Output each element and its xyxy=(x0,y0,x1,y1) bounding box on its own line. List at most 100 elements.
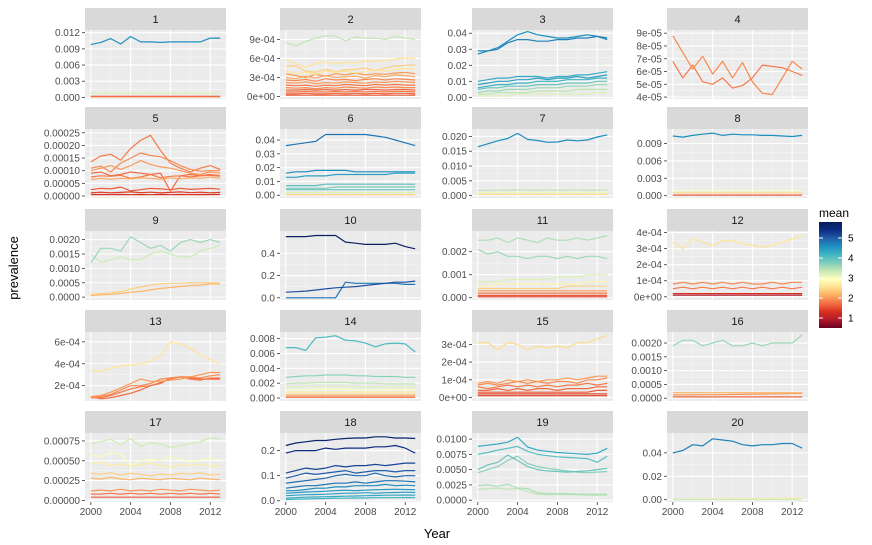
series-line xyxy=(672,392,803,396)
facet-strip-label: 17 xyxy=(149,417,161,429)
series-line xyxy=(285,133,416,147)
series-group xyxy=(285,335,416,398)
series-line xyxy=(477,436,608,455)
y-tick-label: 0.00010 xyxy=(44,166,81,177)
series-line xyxy=(477,83,608,94)
facet-strip-label: 16 xyxy=(731,316,743,328)
y-tick-label: 0.006 xyxy=(637,156,662,167)
series-line xyxy=(90,152,221,173)
legend-ticks: 1 2 3 4 5 xyxy=(819,234,854,325)
y-tick-label: 0.0 xyxy=(261,496,275,507)
series-line xyxy=(90,376,221,399)
series-line xyxy=(90,492,221,495)
y-tick-label: 0.0025 xyxy=(436,480,467,491)
facet-strip xyxy=(280,8,421,30)
series-line xyxy=(285,488,416,494)
facet-strip-label: 14 xyxy=(344,316,356,328)
series-line xyxy=(477,386,608,391)
panel-background xyxy=(280,30,421,99)
y-tick-label: 2e-04 xyxy=(54,381,80,392)
y-tick-label: 0.00020 xyxy=(44,141,81,152)
series-line xyxy=(90,472,221,477)
series-line xyxy=(477,248,608,260)
series-line xyxy=(477,281,608,287)
x-tick-label: 2012 xyxy=(781,507,804,518)
series-line xyxy=(477,375,608,384)
y-tick-label: 0.000 xyxy=(637,191,662,202)
y-tick-label: 0.010 xyxy=(442,162,467,173)
y-tick-label: 0.004 xyxy=(250,364,275,375)
y-tick-label: 0.4 xyxy=(261,249,275,260)
series-line xyxy=(285,374,416,378)
series-line xyxy=(285,470,416,479)
facet-strip xyxy=(472,8,613,30)
series-line xyxy=(477,382,608,390)
facet-strip-label: 4 xyxy=(734,14,740,26)
facet-strip xyxy=(85,209,226,231)
y-tick-label: 0.015 xyxy=(442,147,467,158)
facet-strip-label: 19 xyxy=(536,417,548,429)
facet-strip-label: 1 xyxy=(152,14,158,26)
y-tick-label: 0.005 xyxy=(442,176,467,187)
series-line xyxy=(477,80,608,90)
y-tick-label: 0.2 xyxy=(261,446,275,457)
x-tick-label: 2012 xyxy=(394,507,417,518)
y-tick-label: 0e+00 xyxy=(247,92,276,103)
series-line xyxy=(285,64,416,74)
y-tick-label: 0.0015 xyxy=(631,352,662,363)
color-legend: mean 1 2 3 4 5 xyxy=(819,206,854,328)
series-line xyxy=(285,462,416,474)
series-line xyxy=(477,88,608,95)
panel-background xyxy=(472,129,613,198)
series-group xyxy=(672,334,803,398)
y-tick-label: 0.00000 xyxy=(44,496,81,507)
legend-tick-label: 3 xyxy=(848,274,854,285)
y-tick-label: 0.01 xyxy=(256,177,276,188)
facet-panel-10: 10 0.0 0.2 0.4 xyxy=(261,209,421,304)
series-line xyxy=(672,286,803,290)
panel-background xyxy=(667,129,808,198)
series-line xyxy=(285,67,416,75)
facet-strip-label: 8 xyxy=(734,113,740,125)
y-tick-label: 0.00 xyxy=(256,191,276,202)
facet-strip-label: 13 xyxy=(149,316,161,328)
series-line xyxy=(477,35,608,55)
x-tick-label: 2000 xyxy=(467,507,490,518)
x-tick-label: 2008 xyxy=(741,507,764,518)
series-line xyxy=(477,389,608,393)
facet-panel-1: 1 0.000 0.003 0.006 0.009 0.012 xyxy=(55,8,226,104)
facet-panel-17: 17 0.00000 0.00025 0.00050 0.00075 2000 2004 20… xyxy=(44,411,226,518)
y-tick-label: 0.006 xyxy=(55,61,80,72)
y-tick-label: 0.02 xyxy=(643,472,663,483)
series-line xyxy=(285,494,416,499)
series-group xyxy=(672,438,803,500)
y-axis-title: prevalence xyxy=(6,236,21,300)
x-tick-label: 2000 xyxy=(662,507,685,518)
y-tick-label: 0.0005 xyxy=(631,380,662,391)
series-line xyxy=(285,169,416,174)
x-tick-label: 2000 xyxy=(80,507,103,518)
y-tick-label: 0.02 xyxy=(448,61,468,72)
facet-strip xyxy=(280,310,421,332)
facet-panel-13: 13 2e-04 4e-04 6e-04 xyxy=(54,310,226,401)
legend-tick-label: 1 xyxy=(848,314,854,325)
y-tick-label: 0.009 xyxy=(637,139,662,150)
facet-strip xyxy=(667,209,808,231)
facet-panel-14: 14 0.000 0.002 0.004 0.006 0.008 xyxy=(250,310,421,405)
y-tick-label: 0.0020 xyxy=(631,339,662,350)
series-line xyxy=(285,281,416,299)
series-line xyxy=(285,472,416,484)
series-line xyxy=(285,480,416,489)
y-tick-label: 0.0000 xyxy=(631,394,662,405)
facet-strip-label: 18 xyxy=(344,417,356,429)
y-tick-label: 0.01 xyxy=(448,77,468,88)
panel-background xyxy=(85,129,226,198)
x-tick-label: 2004 xyxy=(314,507,337,518)
series-group xyxy=(477,235,608,298)
series-line xyxy=(90,452,221,467)
facet-panel-12: 12 0e+00 1e-04 2e-04 3e-04 4e-04 xyxy=(634,209,808,303)
series-line xyxy=(285,385,416,388)
series-line xyxy=(90,134,221,173)
series-line xyxy=(477,454,608,473)
